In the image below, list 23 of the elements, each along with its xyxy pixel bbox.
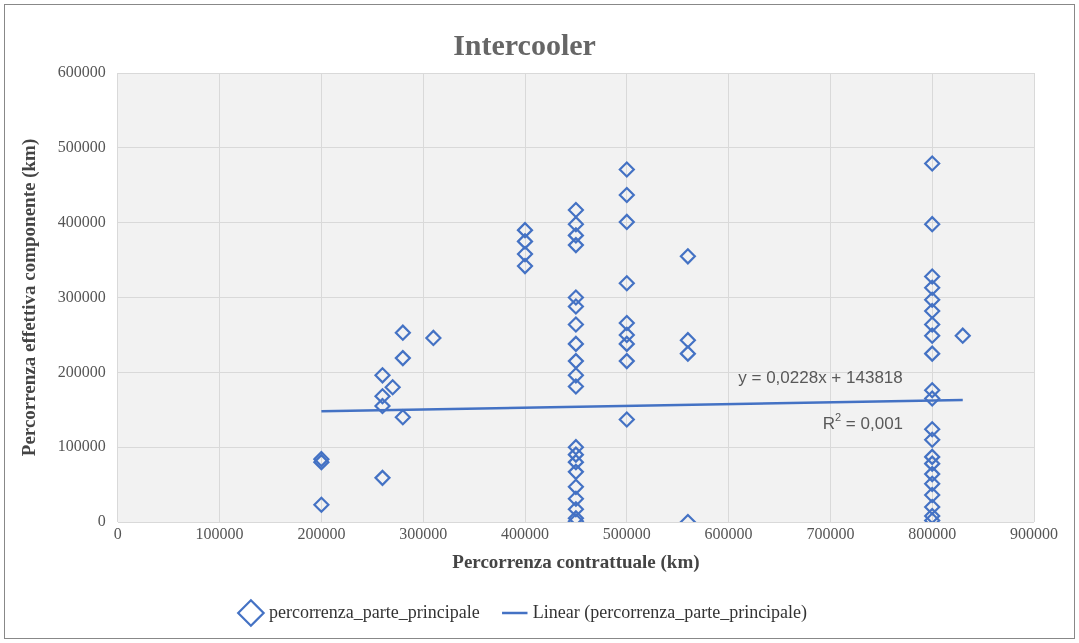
x-tick-label: 900000 xyxy=(1010,524,1058,542)
legend-label: Linear (percorrenza_parte_principale) xyxy=(532,601,808,623)
x-axis-title: Percorrenza contrattuale (km) xyxy=(452,550,700,573)
x-tick-label: 700000 xyxy=(806,524,855,542)
y-tick-label: 300000 xyxy=(57,287,106,305)
x-tick-label: 500000 xyxy=(602,524,651,542)
x-tick-label: 300000 xyxy=(399,524,448,542)
y-axis-title: Percorrenza effettiva componente (km) xyxy=(18,138,41,457)
annotation: y = 0,0228x + 143818 xyxy=(738,367,903,387)
y-tick-label: 100000 xyxy=(57,437,106,455)
y-tick-label: 600000 xyxy=(57,63,106,81)
y-tick-label: 400000 xyxy=(57,212,106,230)
x-tick-label: 800000 xyxy=(908,524,957,542)
y-tick-label: 0 xyxy=(97,512,106,530)
chart-title: Intercooler xyxy=(453,27,596,61)
x-tick-label: 400000 xyxy=(501,524,549,542)
legend-label: percorrenza_parte_principale xyxy=(268,601,480,622)
x-tick-label: 100000 xyxy=(195,524,244,542)
x-tick-label: 600000 xyxy=(704,524,753,542)
y-tick-label: 500000 xyxy=(57,138,106,156)
y-tick-label: 200000 xyxy=(57,362,106,380)
x-tick-label: 0 xyxy=(113,524,122,542)
x-tick-label: 200000 xyxy=(297,524,346,542)
